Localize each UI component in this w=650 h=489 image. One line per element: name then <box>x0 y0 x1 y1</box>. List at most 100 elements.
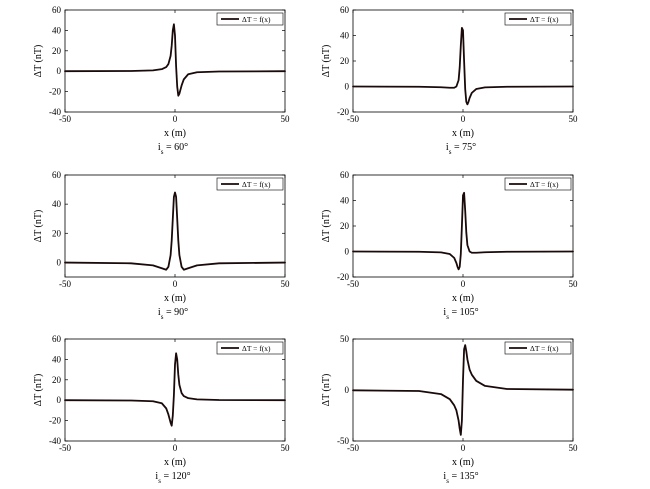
legend-box <box>504 341 572 355</box>
x-tick-label: -50 <box>347 279 359 289</box>
x-axis-label: x (m) <box>164 457 186 468</box>
y-tick-label: 60 <box>52 5 62 15</box>
panel-caption: is = 75° <box>446 142 476 156</box>
axes-frame <box>352 174 574 278</box>
legend-label: ΔT = f(x) <box>530 180 559 189</box>
caption-angle: = 60° <box>163 142 188 153</box>
y-tick-label: 20 <box>52 46 62 56</box>
caption-symbol: i <box>446 142 449 153</box>
series-line <box>352 191 574 271</box>
x-tick-label: 0 <box>461 443 466 453</box>
x-axis-label: x (m) <box>452 457 474 468</box>
y-tick-label: 0 <box>57 395 62 405</box>
legend-box <box>216 12 284 26</box>
x-tick-label: -50 <box>347 443 359 453</box>
legend-label: ΔT = f(x) <box>242 15 271 24</box>
panel-caption: is = 105° <box>443 307 478 321</box>
y-tick-label: -20 <box>337 107 349 117</box>
y-tick-label: 60 <box>340 170 350 180</box>
chart-panel-5: -50 0 50 -40 -20 0 20 40 60 ΔT (nT) x (m) is = 120°… <box>33 334 290 485</box>
y-axis-label: ΔT (nT) <box>321 45 332 78</box>
caption-symbol: i <box>158 307 161 318</box>
y-tick-label: 20 <box>340 56 350 66</box>
caption-symbol: i <box>443 471 446 482</box>
y-tick-label: 60 <box>52 170 62 180</box>
panel-caption: is = 120° <box>155 471 190 485</box>
y-tick-label: 40 <box>52 199 62 209</box>
y-tick-label: -50 <box>337 436 349 446</box>
y-tick-label: -40 <box>49 436 61 446</box>
x-tick-label: 0 <box>461 114 466 124</box>
y-tick-label: 20 <box>52 228 62 238</box>
x-tick-label: 50 <box>281 279 291 289</box>
axes-frame <box>64 174 286 278</box>
panel-caption: is = 60° <box>158 142 188 156</box>
y-tick-label: 60 <box>52 334 62 344</box>
x-axis-label: x (m) <box>164 293 186 304</box>
x-tick-label: 50 <box>569 114 579 124</box>
y-tick-label: 50 <box>340 334 350 344</box>
panel-caption: is = 90° <box>158 307 188 321</box>
y-axis-label: ΔT (nT) <box>33 210 44 243</box>
panel-caption: is = 135° <box>443 471 478 485</box>
y-tick-label: 40 <box>340 196 350 206</box>
legend-label: ΔT = f(x) <box>530 15 559 24</box>
x-tick-label: 50 <box>569 279 579 289</box>
x-tick-label: -50 <box>59 279 71 289</box>
x-tick-label: -50 <box>59 114 71 124</box>
legend-box <box>504 177 572 191</box>
chart-panel-1: -50 0 50 -40 -20 0 20 40 60 ΔT (nT) x (m) is = 60° Δ… <box>33 5 290 156</box>
caption-angle: = 105° <box>449 307 479 318</box>
x-tick-label: 50 <box>281 443 291 453</box>
caption-subscript: s <box>446 477 449 485</box>
legend-label: ΔT = f(x) <box>530 344 559 353</box>
x-tick-label: 0 <box>173 279 178 289</box>
y-tick-label: -40 <box>49 107 61 117</box>
caption-subscript: s <box>161 313 164 321</box>
y-tick-label: -20 <box>337 272 349 282</box>
x-axis-label: x (m) <box>452 293 474 304</box>
x-axis-label: x (m) <box>452 128 474 139</box>
x-tick-label: -50 <box>59 443 71 453</box>
x-tick-label: 50 <box>281 114 291 124</box>
chart-panel-6: -50 0 50 -50 0 50 ΔT (nT) x (m) is = 135° ΔT = f(… <box>321 334 578 485</box>
caption-subscript: s <box>446 313 449 321</box>
caption-angle: = 120° <box>161 471 191 482</box>
caption-subscript: s <box>161 148 164 156</box>
y-tick-label: 0 <box>57 66 62 76</box>
y-tick-label: 60 <box>340 5 350 15</box>
caption-angle: = 75° <box>451 142 476 153</box>
y-tick-label: 0 <box>57 257 62 267</box>
y-tick-label: 20 <box>340 221 350 231</box>
chart-panel-4: -50 0 50 -20 0 20 40 60 ΔT (nT) x (m) is = 105° ΔT … <box>321 170 578 321</box>
x-tick-label: 50 <box>569 443 579 453</box>
y-tick-label: 20 <box>52 375 62 385</box>
x-tick-label: -50 <box>347 114 359 124</box>
y-tick-label: 40 <box>52 354 62 364</box>
y-tick-label: -20 <box>49 416 61 426</box>
y-tick-label: -20 <box>49 87 61 97</box>
legend-label: ΔT = f(x) <box>242 344 271 353</box>
series-line <box>352 344 574 436</box>
caption-angle: = 90° <box>163 307 188 318</box>
series-line <box>64 352 286 427</box>
y-tick-label: 0 <box>345 385 350 395</box>
caption-symbol: i <box>443 307 446 318</box>
caption-subscript: s <box>449 148 452 156</box>
series-line <box>64 191 286 271</box>
caption-symbol: i <box>155 471 158 482</box>
y-axis-label: ΔT (nT) <box>33 45 44 78</box>
y-axis-label: ΔT (nT) <box>33 374 44 407</box>
legend-box <box>216 341 284 355</box>
x-tick-label: 0 <box>173 114 178 124</box>
x-tick-label: 0 <box>461 279 466 289</box>
series-line <box>352 26 574 106</box>
caption-subscript: s <box>158 477 161 485</box>
x-tick-label: 0 <box>173 443 178 453</box>
y-tick-label: 40 <box>52 25 62 35</box>
legend-box <box>216 177 284 191</box>
y-axis-label: ΔT (nT) <box>321 374 332 407</box>
x-axis-label: x (m) <box>164 128 186 139</box>
y-axis-label: ΔT (nT) <box>321 210 332 243</box>
